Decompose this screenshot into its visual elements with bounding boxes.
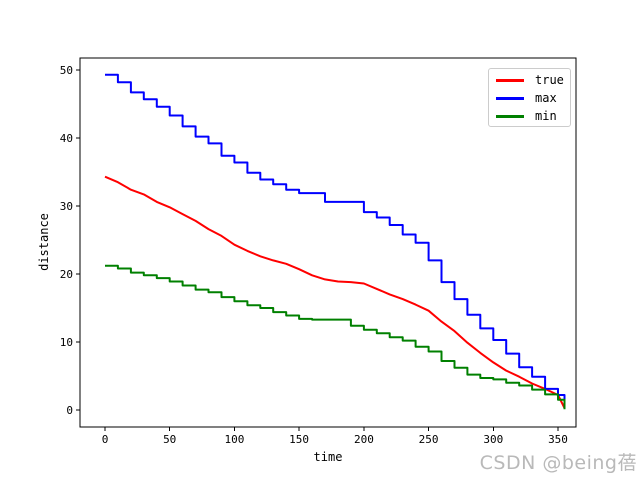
x-tick-label: 0: [102, 433, 109, 446]
legend-swatch-max: [496, 96, 524, 100]
y-tick-label: 30: [60, 200, 73, 213]
x-tick-label: 300: [483, 433, 503, 446]
x-tick-label: 50: [163, 433, 176, 446]
y-tick-label: 0: [66, 404, 73, 417]
y-tick-label: 10: [60, 336, 73, 349]
x-axis-label: time: [313, 450, 343, 464]
legend-swatch-min: [496, 114, 524, 118]
axes-frame: [79, 57, 577, 428]
legend-label-true: true: [535, 73, 564, 87]
y-axis-label: distance: [37, 213, 51, 271]
legend-swatch-true: [496, 78, 524, 82]
watermark: CSDN @being蓓: [479, 452, 637, 474]
y-axis: 0 10 20 30 40 50: [60, 64, 80, 417]
legend-label-max: max: [535, 91, 557, 105]
y-tick-label: 50: [60, 64, 73, 77]
legend-item-true: true: [489, 71, 570, 89]
series-line-max: [105, 73, 566, 409]
x-tick-label: 100: [224, 433, 244, 446]
legend: true max min: [488, 68, 571, 127]
x-tick-label: 200: [354, 433, 374, 446]
series-line-true: [104, 175, 566, 409]
x-axis: 0 50 100 150 200 250 300 350: [102, 427, 568, 446]
x-tick-label: 350: [548, 433, 568, 446]
y-tick-label: 40: [60, 132, 73, 145]
legend-label-min: min: [535, 109, 557, 123]
x-tick-label: 250: [419, 433, 439, 446]
y-tick-label: 20: [60, 268, 73, 281]
x-tick-label: 150: [289, 433, 309, 446]
legend-item-max: max: [489, 89, 570, 107]
series-line-min: [105, 264, 566, 410]
legend-item-min: min: [489, 107, 570, 125]
